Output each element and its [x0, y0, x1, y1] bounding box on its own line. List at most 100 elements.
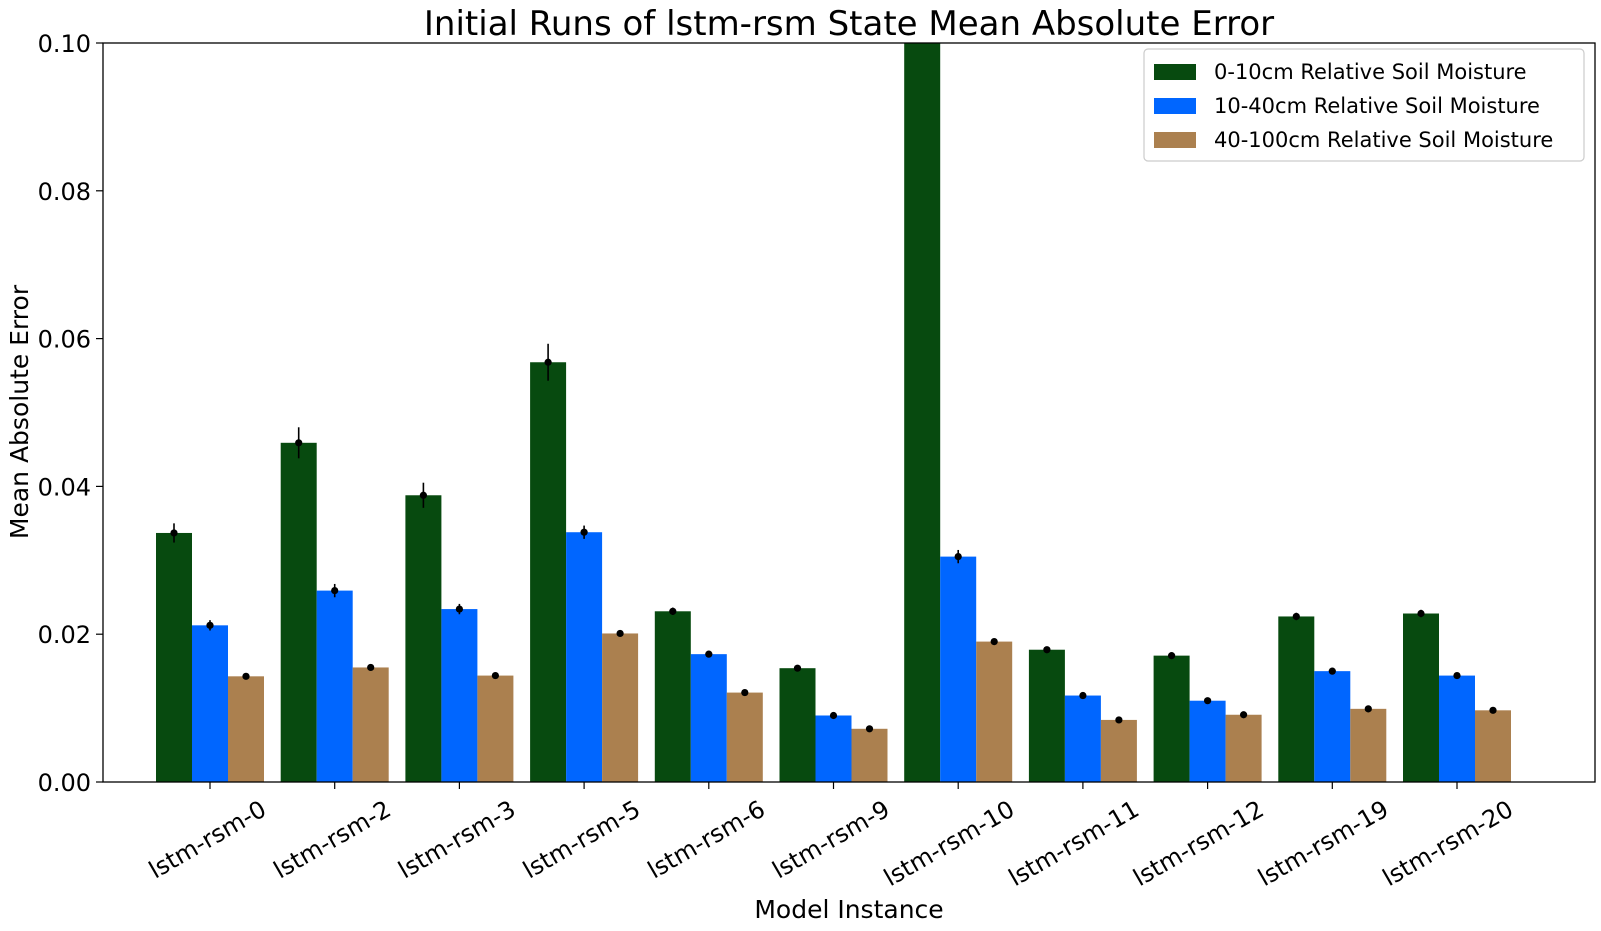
x-tick-label: lstm-rsm-2	[269, 795, 396, 884]
mean-marker-lstm-rsm-6-series-2	[741, 688, 749, 697]
bar-lstm-rsm-9-series-2	[851, 728, 888, 782]
x-axis: lstm-rsm-0lstm-rsm-2lstm-rsm-3lstm-rsm-5…	[144, 782, 1518, 892]
x-tick-label: lstm-rsm-12	[1129, 795, 1269, 892]
y-axis: 0.00 0.02 0.04 0.06 0.08 0.10	[38, 30, 103, 797]
mean-marker-lstm-rsm-19-series-2	[1364, 705, 1372, 713]
bar-lstm-rsm-11-series-1	[1064, 695, 1101, 782]
legend-swatch-series-1	[1154, 98, 1196, 114]
bar-lstm-rsm-6-series-2	[726, 692, 763, 782]
x-axis-label: Model Instance	[754, 895, 943, 924]
bar-lstm-rsm-10-series-0	[904, 43, 941, 782]
bar-lstm-rsm-12-series-0	[1153, 655, 1190, 782]
y-tick-label: 0.02	[38, 621, 91, 649]
x-tick-label: lstm-rsm-5	[518, 795, 645, 884]
mean-marker-lstm-rsm-12-series-0	[1168, 652, 1176, 660]
bar-lstm-rsm-10-series-1	[940, 556, 977, 782]
mean-marker-lstm-rsm-9-series-2	[865, 725, 874, 733]
bar-lstm-rsm-20-series-1	[1439, 675, 1475, 782]
y-tick-label: 0.08	[38, 178, 91, 206]
x-tick-label: lstm-rsm-19	[1253, 795, 1393, 892]
mean-marker-lstm-rsm-20-series-1	[1453, 671, 1461, 680]
bar-lstm-rsm-10-series-2	[976, 641, 1013, 782]
x-tick-label: lstm-rsm-3	[394, 795, 521, 884]
mean-marker-lstm-rsm-11-series-1	[1079, 691, 1087, 700]
x-tick-label: lstm-rsm-0	[144, 795, 271, 884]
bar-lstm-rsm-6-series-0	[654, 611, 691, 782]
bars-group	[156, 43, 1511, 782]
legend: 0-10cm Relative Soil Moisture 10-40cm Rel…	[1143, 48, 1585, 162]
y-tick-label: 0.10	[38, 30, 91, 58]
bar-lstm-rsm-2-series-2	[352, 667, 389, 782]
mean-marker-lstm-rsm-11-series-0	[1043, 646, 1051, 654]
bar-lstm-rsm-0-series-1	[192, 625, 228, 782]
bar-lstm-rsm-5-series-1	[566, 532, 603, 782]
mean-marker-lstm-rsm-6-series-0	[669, 607, 677, 615]
bar-lstm-rsm-19-series-1	[1314, 671, 1351, 782]
legend-label-series-2: 40-100cm Relative Soil Moisture	[1214, 128, 1553, 152]
bar-lstm-rsm-5-series-0	[530, 362, 567, 782]
bar-lstm-rsm-11-series-2	[1100, 719, 1137, 782]
y-axis-label: Mean Absolute Error	[5, 284, 34, 539]
bar-lstm-rsm-0-series-0	[156, 532, 192, 782]
mean-marker-lstm-rsm-2-series-2	[367, 663, 375, 672]
y-tick-label: 0.00	[38, 769, 91, 797]
y-tick-label: 0.06	[38, 326, 91, 354]
legend-label-series-0: 0-10cm Relative Soil Moisture	[1214, 60, 1527, 84]
plot-frame	[102, 42, 1596, 783]
mean-marker-lstm-rsm-19-series-1	[1328, 667, 1336, 675]
mean-marker-lstm-rsm-3-series-0	[419, 491, 427, 499]
y-tick-label: 0.04	[38, 473, 91, 501]
mean-marker-lstm-rsm-6-series-1	[705, 650, 713, 658]
mean-marker-lstm-rsm-5-series-0	[544, 358, 552, 366]
legend-swatch-series-2	[1154, 132, 1196, 148]
mean-marker-lstm-rsm-10-series-2	[990, 637, 998, 646]
mean-marker-lstm-rsm-3-series-2	[491, 671, 499, 680]
x-tick-label: lstm-rsm-10	[879, 795, 1019, 892]
mean-marker-lstm-rsm-12-series-2	[1240, 711, 1248, 719]
mean-marker-lstm-rsm-9-series-1	[829, 711, 838, 720]
bar-lstm-rsm-6-series-1	[690, 654, 727, 782]
legend-swatch-series-0	[1154, 64, 1196, 80]
bar-lstm-rsm-11-series-0	[1028, 649, 1065, 782]
bar-lstm-rsm-19-series-2	[1350, 708, 1387, 782]
x-tick-label: lstm-rsm-6	[643, 795, 770, 884]
mean-marker-lstm-rsm-3-series-1	[455, 605, 463, 613]
error-bars-group	[170, 343, 1497, 733]
mean-marker-lstm-rsm-0-series-1	[206, 621, 214, 629]
mean-marker-lstm-rsm-12-series-1	[1204, 697, 1212, 705]
bar-lstm-rsm-3-series-0	[405, 495, 442, 782]
bar-lstm-rsm-0-series-2	[228, 676, 264, 782]
bar-lstm-rsm-19-series-0	[1278, 616, 1315, 782]
bar-lstm-rsm-5-series-2	[602, 633, 639, 782]
bar-lstm-rsm-12-series-2	[1225, 714, 1262, 782]
chart-title: Initial Runs of lstm-rsm State Mean Abso…	[424, 4, 1274, 44]
bar-lstm-rsm-2-series-0	[280, 442, 317, 782]
mean-marker-lstm-rsm-2-series-1	[331, 586, 339, 595]
mean-marker-lstm-rsm-10-series-1	[954, 553, 962, 561]
x-tick-label: lstm-rsm-11	[1004, 795, 1144, 892]
mean-marker-lstm-rsm-0-series-2	[242, 672, 250, 680]
mean-marker-lstm-rsm-20-series-2	[1489, 706, 1497, 714]
x-tick-label: lstm-rsm-20	[1378, 795, 1518, 892]
mean-marker-lstm-rsm-5-series-2	[616, 629, 624, 638]
mean-marker-lstm-rsm-5-series-1	[580, 528, 588, 536]
mean-marker-lstm-rsm-11-series-2	[1115, 716, 1123, 724]
mean-marker-lstm-rsm-0-series-0	[170, 529, 178, 537]
legend-label-series-1: 10-40cm Relative Soil Moisture	[1214, 94, 1540, 118]
x-tick-label: lstm-rsm-9	[768, 795, 895, 884]
mean-marker-lstm-rsm-9-series-0	[793, 664, 802, 672]
bar-lstm-rsm-3-series-2	[477, 675, 514, 782]
legend-box	[1143, 48, 1585, 162]
bar-lstm-rsm-9-series-0	[779, 668, 816, 782]
bar-lstm-rsm-20-series-2	[1475, 710, 1511, 782]
mean-marker-lstm-rsm-2-series-0	[295, 439, 303, 447]
mean-marker-lstm-rsm-19-series-0	[1292, 612, 1300, 621]
bar-lstm-rsm-3-series-1	[441, 609, 478, 782]
bar-lstm-rsm-9-series-1	[815, 715, 852, 782]
bar-lstm-rsm-20-series-0	[1403, 613, 1439, 782]
bar-lstm-rsm-2-series-1	[316, 590, 353, 782]
bar-lstm-rsm-12-series-1	[1189, 700, 1226, 782]
mean-marker-lstm-rsm-20-series-0	[1417, 609, 1425, 618]
